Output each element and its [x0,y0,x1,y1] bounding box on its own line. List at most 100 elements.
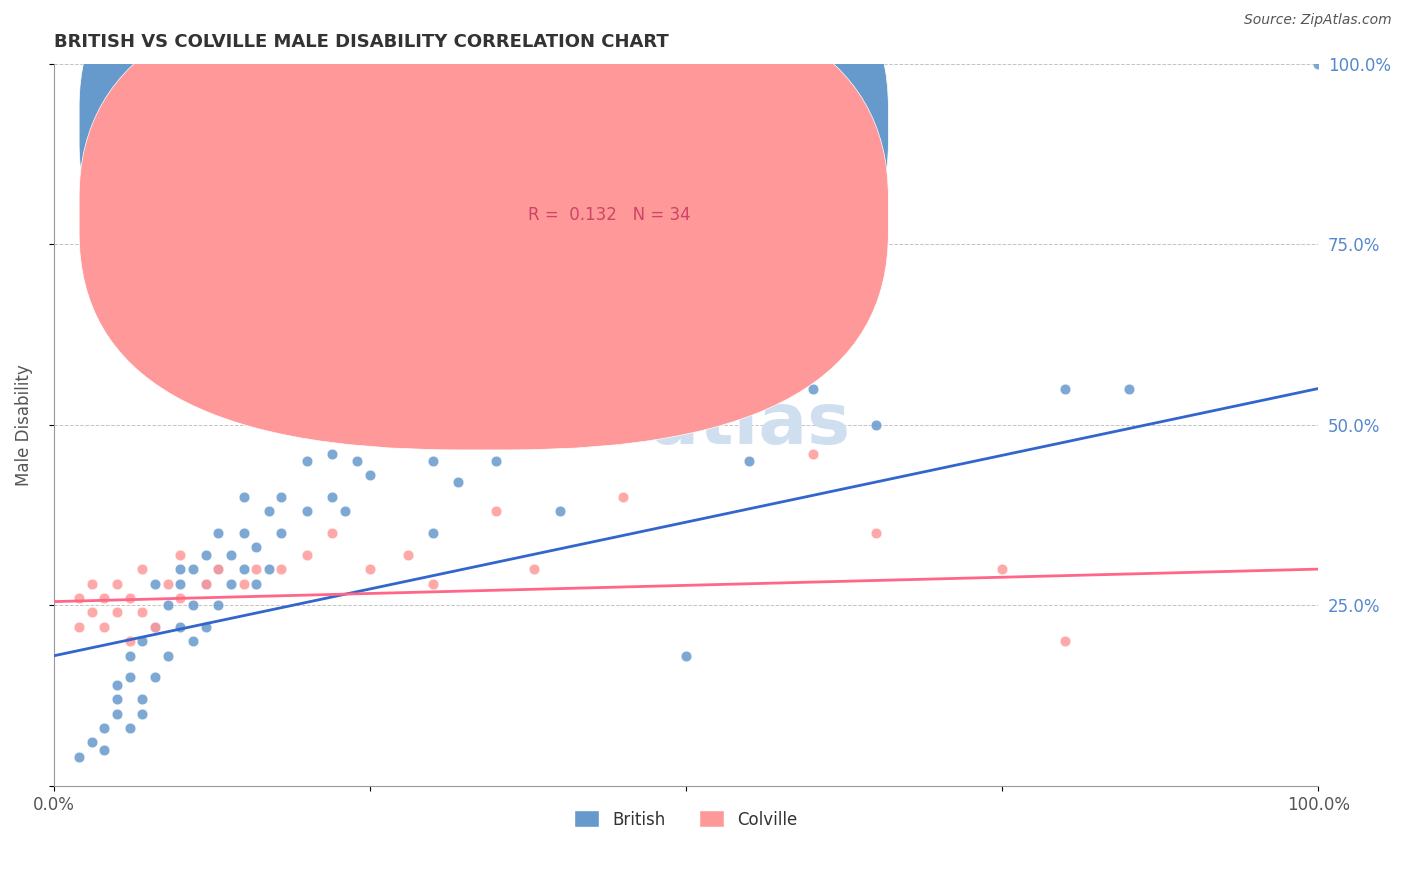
Point [207,526,229,541]
Point [169,591,191,605]
Point [295,504,318,518]
Text: R =  0.132   N = 34: R = 0.132 N = 34 [529,206,690,224]
Point [485,504,508,518]
Point [80,576,103,591]
Point [143,670,166,684]
Point [245,541,267,555]
Point [447,475,470,490]
Point [105,692,128,706]
Point [181,562,204,576]
Point [384,382,406,396]
Point [257,504,280,518]
Point [67,750,90,764]
Point [321,446,343,460]
Point [118,670,141,684]
Point [131,562,153,576]
Point [245,562,267,576]
Point [105,606,128,620]
Point [422,526,444,541]
Point [422,454,444,468]
Point [194,576,217,591]
Point [865,526,887,541]
Point [105,678,128,692]
Point [321,526,343,541]
Point [232,490,254,504]
Text: BRITISH VS COLVILLE MALE DISABILITY CORRELATION CHART: BRITISH VS COLVILLE MALE DISABILITY CORR… [53,33,669,51]
Point [118,721,141,735]
Point [675,648,697,663]
Point [270,490,292,504]
Point [181,634,204,648]
Point [181,598,204,612]
Point [219,548,242,562]
Point [156,598,179,612]
Point [207,562,229,576]
Point [118,591,141,605]
Point [333,504,356,518]
Point [245,576,267,591]
Point [232,576,254,591]
Point [80,606,103,620]
Point [295,548,318,562]
Point [143,576,166,591]
Y-axis label: Male Disability: Male Disability [15,364,32,485]
Point [67,591,90,605]
Point [485,454,508,468]
Point [295,454,318,468]
Point [523,432,546,446]
Point [207,598,229,612]
Point [574,417,596,432]
Point [156,648,179,663]
Point [93,742,115,756]
Point [118,648,141,663]
Point [346,454,368,468]
Point [232,526,254,541]
Point [422,576,444,591]
Point [194,620,217,634]
Point [194,576,217,591]
Point [105,576,128,591]
Point [105,706,128,721]
Legend: British, Colville: British, Colville [568,804,804,835]
Point [801,382,824,396]
Point [523,562,546,576]
Point [169,620,191,634]
Point [257,562,280,576]
FancyBboxPatch shape [79,0,889,450]
Point [270,562,292,576]
Point [169,576,191,591]
Point [612,490,634,504]
FancyBboxPatch shape [79,0,889,359]
Point [270,526,292,541]
Point [396,548,419,562]
Point [131,606,153,620]
Text: Source: ZipAtlas.com: Source: ZipAtlas.com [1244,13,1392,28]
Point [93,620,115,634]
Point [321,490,343,504]
Point [991,562,1014,576]
Point [1118,382,1140,396]
Point [1054,382,1077,396]
Point [801,446,824,460]
Point [131,706,153,721]
Point [359,468,381,483]
Point [143,620,166,634]
Point [1054,634,1077,648]
Point [169,548,191,562]
Text: ZIPatlas: ZIPatlas [522,390,851,459]
Point [194,548,217,562]
Point [865,417,887,432]
Point [93,591,115,605]
Point [118,634,141,648]
Point [371,345,394,359]
Point [131,634,153,648]
Point [219,576,242,591]
Point [156,576,179,591]
FancyBboxPatch shape [433,125,775,252]
Point [143,620,166,634]
Point [359,562,381,576]
Point [548,504,571,518]
Text: R = 0.450   N = 65: R = 0.450 N = 65 [529,114,685,132]
Point [67,620,90,634]
Point [80,735,103,749]
